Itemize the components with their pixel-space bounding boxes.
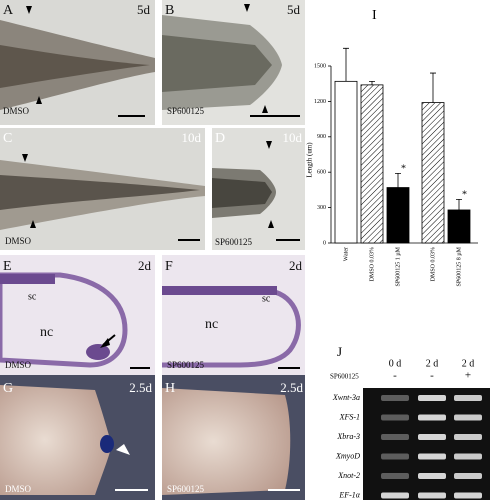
y-tick-label: 0: [323, 240, 326, 246]
panel-time: 2d: [138, 258, 152, 273]
panel-time: 5d: [287, 2, 301, 17]
gel-band: [381, 434, 409, 440]
tissue-mark: sc: [28, 291, 37, 302]
y-tick-label: 300: [317, 205, 326, 211]
gel-band: [418, 414, 446, 421]
gel-band: [418, 492, 446, 499]
photo-e: [0, 255, 155, 375]
panel-label: D: [215, 131, 225, 146]
chart-title: I: [372, 8, 377, 23]
panel-treatment: DMSO: [3, 106, 30, 116]
gel-band: [381, 414, 409, 421]
panel-treatment: DMSO: [5, 360, 32, 370]
gel-band: [454, 395, 482, 401]
panel-label: A: [3, 3, 14, 18]
gene-label: XmyoD: [335, 451, 360, 460]
error-bar: [430, 72, 436, 103]
gel-band: [381, 492, 409, 499]
panel-treatment: SP600125: [167, 360, 205, 370]
error-bar: [343, 47, 349, 82]
treatment-label: SP600125: [330, 373, 359, 381]
lane-day: 0 d: [389, 358, 402, 369]
error-bar: [456, 198, 462, 210]
panel-labels: A 5d DMSO B 5d SP600125 C 10d DMSO D 10d SP600125 E 2…: [3, 2, 304, 494]
gel-band: [418, 453, 446, 460]
tissue-mark: nc: [40, 325, 53, 340]
photo-f: [162, 255, 305, 375]
gel-band: [454, 492, 482, 499]
gel-band: [454, 414, 482, 421]
x-tick-label: Water: [343, 247, 349, 261]
lane-day: 2 d: [426, 358, 439, 369]
gel-background: [363, 388, 490, 500]
gel-band: [418, 395, 446, 401]
photo-a: [0, 0, 155, 125]
panel-treatment: SP600125: [215, 237, 253, 247]
error-bar: [369, 80, 375, 85]
gene-label: EF-1α: [338, 490, 360, 499]
x-tick-label: DMSO 0.03%: [430, 247, 436, 281]
panel-treatment: SP600125: [167, 484, 205, 494]
gel-band: [381, 473, 409, 479]
lane-sign: +: [465, 370, 471, 382]
panel-treatment: DMSO: [5, 236, 32, 246]
photo-c: [0, 128, 205, 250]
panel-label: F: [165, 259, 173, 274]
photo-d: [212, 128, 305, 250]
bar: [421, 102, 445, 244]
panel-time: 2.5d: [129, 380, 152, 395]
panel-label: B: [165, 3, 174, 18]
gel-band: [454, 434, 482, 440]
y-tick-label: 900: [317, 134, 326, 140]
photo-h: [162, 375, 305, 500]
lane-sign: -: [393, 370, 397, 382]
x-tick-label: SP600125 1 µM: [395, 246, 401, 286]
panel-label: J: [337, 344, 342, 359]
bar: [447, 209, 471, 244]
bar-chart: I Length (um) 0 300 600 900 1200 1500 Water DMSO …: [306, 8, 478, 286]
gene-label: Xwnt-3a: [332, 393, 360, 402]
significance-mark: *: [462, 190, 467, 201]
gene-label: Xnot-2: [337, 471, 360, 480]
panel-label: H: [165, 381, 175, 396]
gel-band: [454, 453, 482, 460]
x-tick-label: SP600125 8 µM: [456, 246, 462, 286]
gel-band: [381, 453, 409, 460]
gel: J 0 d 2 d 2 d SP600125 - - + Xwnt-3a XFS-1 Xbra-3 X…: [330, 344, 490, 500]
panel-treatment: DMSO: [5, 484, 32, 494]
tissue-mark: nc: [205, 317, 218, 332]
gene-label: Xbra-3: [336, 432, 360, 441]
y-axis-label: Length (um): [306, 142, 314, 178]
y-tick-label: 1500: [314, 63, 326, 69]
tissue-mark: sc: [262, 293, 271, 304]
bar: [334, 80, 358, 244]
panel-label: G: [3, 381, 13, 396]
panel-time: 2d: [289, 258, 303, 273]
photo-b: [162, 0, 305, 125]
gel-band: [418, 473, 446, 479]
panel-time: 10d: [283, 130, 303, 145]
x-tick-label: DMSO 0.03%: [369, 247, 375, 281]
error-bar: [395, 172, 401, 188]
gene-label: XFS-1: [339, 412, 360, 421]
bar: [386, 187, 410, 244]
gel-band: [381, 395, 409, 401]
lane-day: 2 d: [462, 358, 475, 369]
panel-time: 10d: [182, 130, 202, 145]
y-tick-label: 1200: [314, 99, 326, 105]
gel-band: [454, 473, 482, 479]
panel-time: 5d: [137, 2, 151, 17]
gel-band: [418, 434, 446, 440]
panel-label: C: [3, 131, 12, 146]
y-tick-label: 600: [317, 170, 326, 176]
panel-time: 2.5d: [280, 380, 303, 395]
photo-g: [0, 375, 155, 500]
lane-sign: -: [430, 370, 434, 382]
significance-mark: *: [401, 164, 406, 175]
bar: [360, 84, 384, 244]
panel-label: E: [3, 259, 12, 274]
panel-treatment: SP600125: [167, 106, 205, 116]
